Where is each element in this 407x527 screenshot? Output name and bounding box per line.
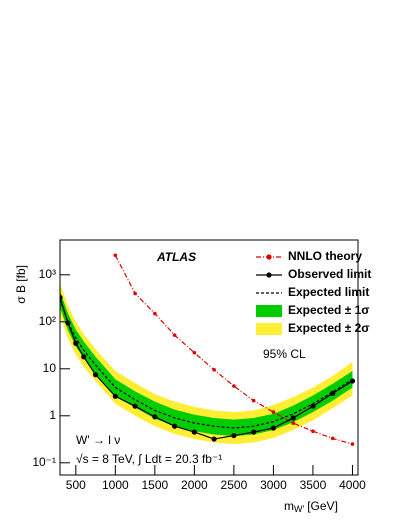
process-label: W' → l ν bbox=[76, 433, 120, 447]
marker bbox=[350, 442, 355, 446]
series-line bbox=[60, 299, 353, 429]
legend-marker bbox=[266, 272, 272, 278]
marker bbox=[112, 393, 118, 399]
marker bbox=[132, 403, 138, 409]
legend-swatch bbox=[256, 323, 282, 335]
y-tick-label: 10⁻¹ bbox=[32, 455, 56, 469]
marker bbox=[231, 432, 237, 439]
marker bbox=[349, 378, 356, 384]
legend-label: Expected ± 1σ bbox=[288, 303, 370, 317]
marker bbox=[113, 253, 118, 258]
marker bbox=[81, 354, 87, 360]
x-tick-label: 500 bbox=[66, 478, 86, 492]
legend-label: Expected ± 2σ bbox=[288, 321, 370, 335]
legend-marker bbox=[266, 254, 272, 260]
marker bbox=[251, 429, 257, 435]
x-tick-label: 2000 bbox=[181, 478, 208, 492]
marker bbox=[310, 403, 316, 409]
marker bbox=[270, 425, 277, 431]
y-tick-label: 1 bbox=[49, 408, 56, 422]
marker bbox=[153, 311, 157, 316]
frame bbox=[59, 239, 359, 476]
x-tick-label: 1500 bbox=[142, 478, 169, 492]
marker bbox=[211, 436, 217, 442]
marker bbox=[311, 429, 315, 434]
marker bbox=[291, 421, 295, 425]
marker bbox=[92, 372, 99, 378]
y-tick-label: 10 bbox=[43, 361, 57, 375]
marker bbox=[212, 368, 216, 372]
band bbox=[60, 291, 353, 437]
x-tick-label: 3500 bbox=[300, 478, 327, 492]
marker bbox=[192, 350, 197, 355]
marker bbox=[232, 384, 236, 388]
marker bbox=[191, 429, 197, 435]
marker bbox=[152, 414, 158, 420]
conditions-label: √s = 8 TeV, ∫ Ldt = 20.3 fb⁻¹ bbox=[76, 452, 222, 466]
y-tick-label: 10³ bbox=[39, 267, 56, 281]
x-tick-label: 1000 bbox=[102, 478, 129, 492]
marker bbox=[172, 333, 177, 337]
experiment-label: ATLAS bbox=[156, 250, 196, 264]
marker bbox=[172, 423, 178, 429]
x-label-main: m bbox=[284, 499, 294, 513]
marker bbox=[133, 291, 137, 296]
x-tick-label: 4000 bbox=[339, 478, 366, 492]
marker bbox=[251, 398, 256, 403]
legend-label: Observed limit bbox=[288, 267, 371, 281]
y-axis-label: σ B [fb] bbox=[14, 265, 28, 304]
x-label-unit: [GeV] bbox=[307, 499, 338, 513]
marker bbox=[73, 340, 79, 346]
y-tick-label: 10² bbox=[39, 314, 56, 328]
x-label-sub: W' bbox=[294, 504, 304, 514]
series-line bbox=[60, 297, 353, 440]
legend-swatch bbox=[256, 305, 282, 317]
legend-label: Expected limit bbox=[288, 285, 369, 299]
marker bbox=[60, 294, 63, 301]
marker bbox=[271, 410, 276, 414]
x-axis-label: mW' [GeV] bbox=[284, 499, 338, 514]
x-tick-label: 3000 bbox=[260, 478, 287, 492]
marker bbox=[330, 390, 336, 396]
legend-label: NNLO theory bbox=[288, 249, 362, 263]
marker bbox=[290, 415, 296, 421]
cl-label: 95% CL bbox=[263, 347, 306, 361]
x-tick-label: 2500 bbox=[221, 478, 248, 492]
plot-area bbox=[60, 253, 356, 446]
marker bbox=[330, 436, 335, 441]
